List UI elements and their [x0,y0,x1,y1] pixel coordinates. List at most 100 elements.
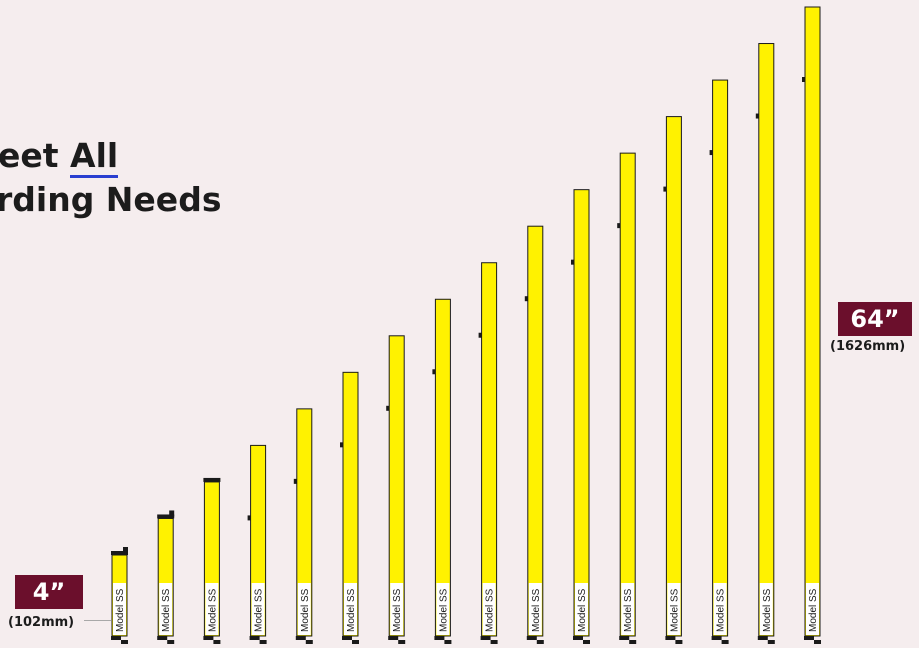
model-label-window [297,583,311,635]
side-bracket [617,223,621,229]
model-bar-64in: Model SS [802,6,821,644]
side-bracket [340,442,343,448]
model-bar-16in: Model SS [247,444,267,644]
headline-line-2: rding Needs [0,180,222,219]
mount-foot [444,640,452,644]
model-bar-body [665,116,682,637]
headline-line-1: eet All [0,134,221,178]
top-cap [157,514,175,519]
side-bracket [432,369,436,375]
mount-foot [804,636,814,640]
min-size-tag: 4” [15,575,83,609]
model-label-window [390,583,404,635]
model-bar-44in: Model SS [571,189,590,644]
mount-foot [619,636,630,640]
model-label-window [528,583,542,635]
model-bar-56in: Model SS [709,79,729,644]
model-bar-body [619,152,636,637]
mount-foot [352,640,359,644]
model-label-window [806,583,819,635]
model-label: Model SS [716,588,727,632]
mount-foot [342,636,352,640]
side-bracket [663,186,667,192]
model-label: Model SS [577,588,588,632]
model-label: Model SS [115,588,126,632]
mount-foot [167,640,175,644]
model-bar-4in: Model SS [111,547,128,644]
mount-foot [526,636,537,640]
model-bar-40in: Model SS [524,225,544,644]
model-label: Model SS [254,588,265,632]
headline-emphasis: All [70,136,119,178]
model-label: Model SS [161,588,172,632]
mount-foot [434,636,445,640]
model-label-window [205,583,219,635]
model-bar-body [804,6,821,637]
model-bar-52in: Model SS [663,116,683,644]
model-bar-20in: Model SS [293,408,313,644]
model-bar-body [758,43,775,637]
top-cap [111,551,128,555]
top-tab [123,547,128,553]
mount-foot [203,636,214,640]
side-bracket [478,332,482,338]
model-bar-body [527,225,544,637]
model-label-window [344,583,357,635]
mount-foot [388,636,399,640]
model-bar-body [712,79,729,637]
model-bar-12in: Model SS [203,477,221,644]
mount-foot [573,636,583,640]
model-bar-36in: Model SS [478,262,498,644]
side-bracket [709,150,713,156]
side-bracket [247,515,251,521]
mount-foot [757,636,768,640]
mount-foot [767,640,775,644]
model-label: Model SS [762,588,773,632]
model-label: Model SS [438,588,449,632]
side-bracket [524,296,528,302]
model-label: Model SS [808,588,819,632]
mount-foot [157,636,168,640]
model-bar-body [573,189,590,637]
model-label-window [667,583,681,635]
model-bar-32in: Model SS [432,298,452,644]
mount-foot [111,636,121,640]
model-label: Model SS [531,588,542,632]
model-label-window [713,583,727,635]
side-bracket [802,77,805,82]
mount-foot [721,640,729,644]
mount-foot [675,640,683,644]
model-label-window [159,583,173,635]
model-label: Model SS [669,588,680,632]
model-label: Model SS [392,588,403,632]
mount-foot [629,640,637,644]
min-size-pointer-line [84,620,111,621]
mount-foot [295,636,306,640]
headline-line-1-text: eet [0,136,71,175]
max-size-metric: (1626mm) [830,339,906,354]
mount-foot [583,640,590,644]
model-bar-body [481,262,498,637]
model-label: Model SS [300,588,311,632]
model-label-window [113,583,126,635]
model-bar-8in: Model SS [157,510,175,644]
side-bracket [293,478,297,484]
model-label-window [251,583,265,635]
top-tab [169,510,175,517]
mount-foot [305,640,313,644]
mount-foot [259,640,267,644]
mount-foot [814,640,821,644]
model-label-window [482,583,496,635]
mount-foot [490,640,498,644]
side-bracket [755,113,759,119]
model-bar-60in: Model SS [755,43,775,644]
side-bracket [571,259,574,265]
model-label: Model SS [346,588,357,632]
model-label: Model SS [623,588,634,632]
model-bar-48in: Model SS [617,152,637,644]
mount-foot [121,640,128,644]
top-cap [203,477,221,482]
mount-foot [249,636,260,640]
mount-foot [213,640,221,644]
